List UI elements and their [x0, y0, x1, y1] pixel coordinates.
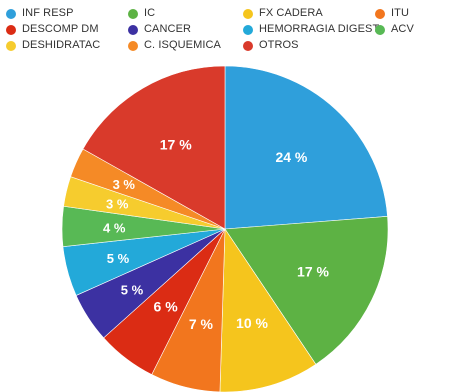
- legend-label: IC: [144, 7, 156, 19]
- slice-label-cancer: 5 %: [121, 282, 144, 297]
- slice-label-fx-cadera: 10 %: [236, 315, 268, 331]
- legend-label: ITU: [391, 7, 410, 19]
- legend-label: ACV: [391, 23, 414, 35]
- legend-label: HEMORRAGIA DIGEST: [259, 23, 380, 35]
- legend-item-otros: OTROS: [243, 38, 375, 53]
- slice-label-descomp-dm: 6 %: [154, 299, 179, 315]
- legend-item-descomp-dm: DESCOMP DM: [6, 22, 128, 37]
- legend-item-itu: ITU: [375, 6, 445, 21]
- slice-label-deshidratac: 3 %: [106, 196, 129, 211]
- slice-label-acv: 4 %: [103, 220, 126, 235]
- legend-item-acv: ACV: [375, 22, 445, 37]
- slice-label-itu: 7 %: [189, 316, 214, 332]
- pie-slice-ic: [224, 216, 389, 365]
- legend-item-hemorragia-digest: HEMORRAGIA DIGEST: [243, 22, 379, 37]
- legend-swatch: [128, 8, 138, 19]
- legend-item-c-isquemica: C. ISQUEMICA: [128, 38, 243, 53]
- legend-item-fx-cadera: FX CADERA: [243, 6, 375, 21]
- legend-swatch: [128, 24, 138, 35]
- legend-swatch: [6, 24, 16, 35]
- pie-slice-otros: [82, 65, 226, 230]
- legend-label: OTROS: [259, 39, 299, 51]
- legend-item-inf-resp: INF RESP: [6, 6, 128, 21]
- legend-swatch: [6, 8, 16, 19]
- legend-swatch: [128, 40, 138, 51]
- legend-swatch: [243, 24, 253, 35]
- slice-label-hemorragia-digest: 5 %: [107, 251, 130, 266]
- legend-label: CANCER: [144, 23, 192, 35]
- legend-item-ic: IC: [128, 6, 243, 21]
- slice-label-c-isquemica: 3 %: [113, 177, 136, 192]
- legend-swatch: [243, 8, 253, 19]
- legend-label: C. ISQUEMICA: [144, 39, 221, 51]
- legend-swatch: [375, 24, 385, 35]
- legend-swatch: [243, 40, 253, 51]
- legend-item-deshidratac: DESHIDRATAC: [6, 38, 128, 53]
- legend-swatch: [6, 40, 16, 51]
- chart-legend: INF RESP IC FX CADERA ITU DESCOMP DM CANCER HE…: [6, 6, 446, 53]
- slice-label-otros: 17 %: [160, 137, 192, 153]
- slice-label-inf-resp: 24 %: [275, 149, 307, 165]
- legend-label: DESCOMP DM: [22, 23, 99, 35]
- legend-label: FX CADERA: [259, 7, 323, 19]
- legend-label: DESHIDRATAC: [22, 39, 101, 51]
- legend-item-cancer: CANCER: [128, 22, 243, 37]
- legend-swatch: [375, 8, 385, 19]
- pie-slice-inf-resp: [224, 65, 388, 230]
- slice-label-ic: 17 %: [297, 264, 329, 280]
- legend-label: INF RESP: [22, 7, 74, 19]
